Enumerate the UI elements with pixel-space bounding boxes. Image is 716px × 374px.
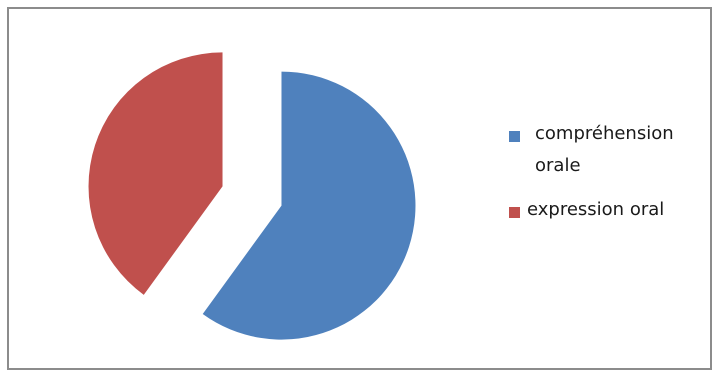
pie-slice-expression-oral	[88, 52, 223, 295]
legend-swatch-expression	[509, 207, 520, 218]
legend-label-comprehension-line2: orale	[535, 155, 581, 176]
legend-item-expression-oral: expression oral	[509, 194, 699, 226]
legend-item-comprehension-orale: compréhension orale	[509, 118, 699, 182]
legend-label-expression: expression oral	[527, 199, 665, 220]
pie-slice-comprehension-orale	[202, 71, 416, 340]
chart-legend: compréhension orale expression oral	[509, 118, 699, 226]
legend-swatch-comprehension	[509, 131, 520, 142]
legend-label-comprehension-line1: compréhension	[535, 123, 674, 144]
